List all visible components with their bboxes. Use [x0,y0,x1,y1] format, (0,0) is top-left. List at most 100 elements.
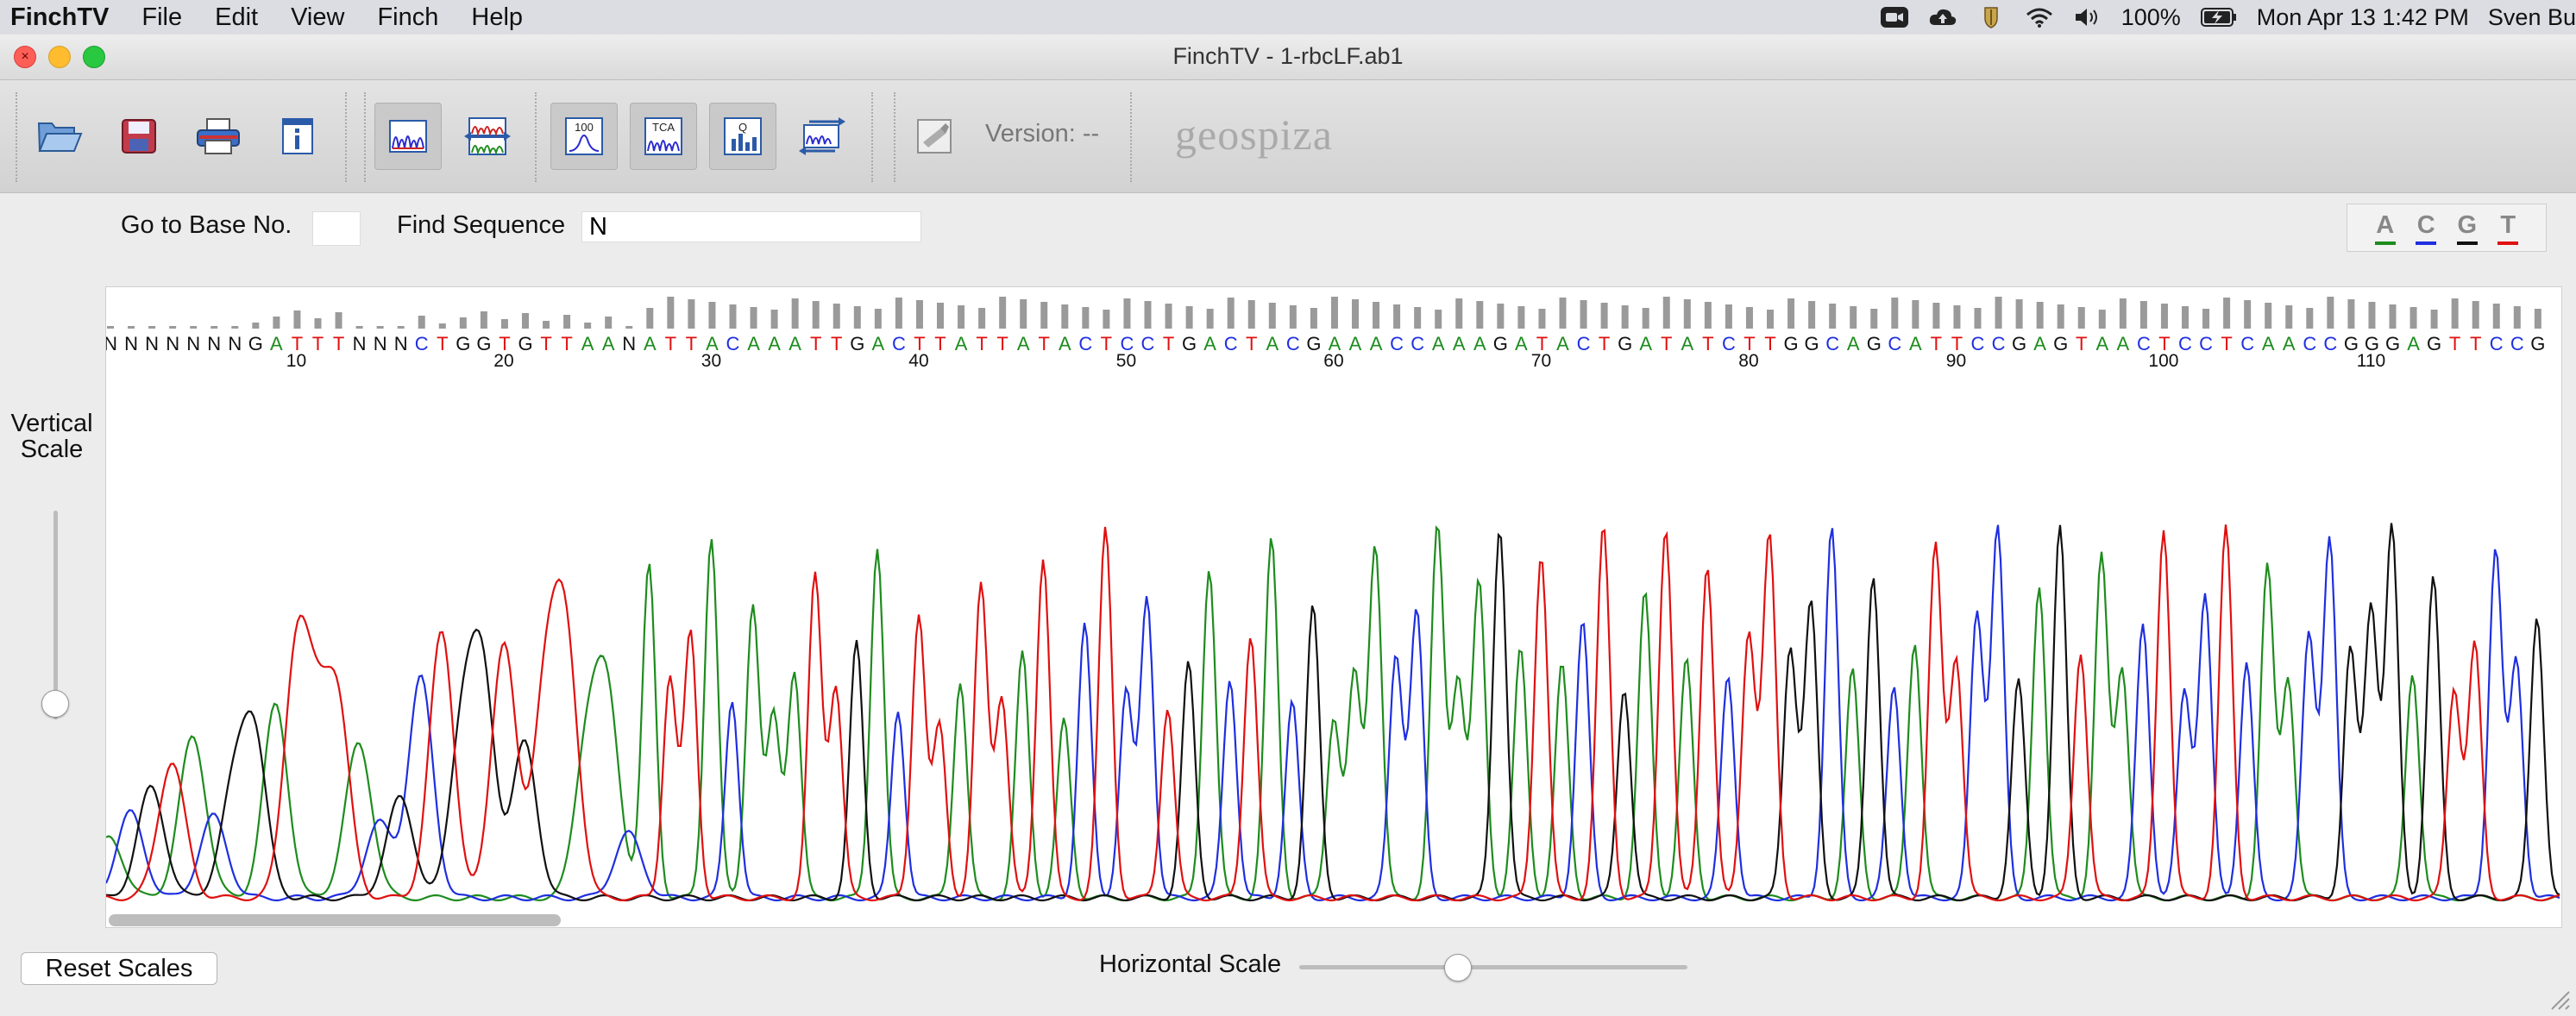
base-call: G [2530,333,2545,354]
base-call: G [1783,333,1798,354]
base-call: T [540,333,551,354]
quality-bar [128,326,135,329]
quality-bar [1829,304,1837,329]
find-sequence-label: Find Sequence [397,211,566,239]
quality-view-button[interactable]: 100 [550,103,618,170]
base-call: A [747,333,760,354]
horizontal-scale-slider-thumb[interactable] [1444,954,1472,982]
trace-horizontal-scrollbar[interactable] [109,914,561,926]
quality-bar [2368,302,2376,329]
menubar-clock[interactable]: Mon Apr 13 1:42 PM [2256,3,2469,30]
open-file-button[interactable] [26,103,93,170]
quality-bar [1435,310,1442,329]
base-call: C [1411,333,1424,354]
quality-100-icon: 100 [565,117,603,155]
quality-bar [1247,300,1255,329]
legend-t-letter: T [2500,210,2516,239]
quality-bar [1061,304,1069,329]
menubar-user[interactable]: Sven Bu [2487,3,2576,30]
base-call: G [1805,333,1819,354]
base-call: C [1141,333,1155,354]
base-call: T [2449,333,2460,354]
base-call: C [2323,333,2337,354]
base-call: A [644,333,657,354]
horizontal-scale-slider[interactable] [1299,965,1687,969]
quality-bar [853,306,861,329]
base-call: T [333,333,344,354]
blast-tool-button[interactable] [901,103,968,170]
vertical-scale-slider-thumb[interactable] [41,690,69,718]
legend-a-letter: A [2376,210,2395,239]
quality-bar [2513,306,2521,329]
legend-t[interactable]: T [2497,210,2519,245]
menu-app-finchtv[interactable]: FinchTV [10,3,110,31]
version-label: Version: -- [985,120,1100,147]
base-call: N [353,333,367,354]
base-call: A [1909,333,1922,354]
quality-bar [812,301,820,329]
base-call: A [2283,333,2296,354]
quality-bar [1414,307,1422,329]
window-titlebar[interactable]: × FinchTV - 1-rbcLF.ab1 [0,34,2576,80]
quality-bar [355,326,363,329]
reset-scales-button[interactable]: Reset Scales [21,952,217,985]
reverse-complement-button[interactable] [789,103,856,170]
vertical-scale-slider[interactable] [53,511,58,719]
quality-bar [1870,309,1878,329]
zoom-window-button[interactable] [83,46,105,68]
quality-bar [1020,299,1027,329]
base-call: C [2240,333,2254,354]
quality-bar [1082,307,1090,329]
go-to-base-input[interactable] [312,211,361,246]
quality-bar [832,304,840,329]
toolbar-separator [364,92,366,182]
quality-bars-button[interactable]: Q [709,103,776,170]
info-button[interactable] [264,103,331,170]
base-call: G [2012,333,2026,354]
multi-trace-view-button[interactable] [454,103,521,170]
quality-bar [1745,307,1753,329]
save-button[interactable] [105,103,173,170]
quality-bar [729,304,737,329]
base-call: A [706,333,719,354]
quality-bar [2430,310,2438,329]
quality-bar [2285,305,2293,329]
close-window-button[interactable]: × [14,46,36,68]
tca-button[interactable]: TCA [630,103,697,170]
shield-icon[interactable] [1976,6,2006,28]
menu-edit[interactable]: Edit [215,3,259,31]
quality-bar [584,323,592,329]
legend-a[interactable]: A [2374,210,2396,245]
quality-bar [2098,310,2106,329]
base-call: A [1681,333,1693,354]
base-call: G [2427,333,2441,354]
volume-icon[interactable] [2073,6,2102,28]
minimize-window-button[interactable] [48,46,71,68]
print-button[interactable] [185,103,252,170]
menu-help[interactable]: Help [471,3,524,31]
base-call: A [1473,333,1486,354]
quality-bar [2202,309,2210,329]
menu-file[interactable]: File [141,3,183,31]
cloud-upload-icon[interactable] [1928,6,1957,28]
battery-charging-icon[interactable] [2200,6,2238,28]
quality-bar [2139,301,2147,329]
base-call: G [1493,333,1508,354]
quality-bar [273,317,280,329]
find-sequence-input[interactable] [581,211,921,242]
menu-view[interactable]: View [291,3,345,31]
legend-c[interactable]: C [2416,211,2437,245]
single-trace-view-button[interactable] [374,103,442,170]
toolbar-separator [16,92,17,182]
wifi-icon[interactable] [2025,6,2054,28]
base-call: G [456,333,470,354]
quality-bar [522,313,529,329]
resize-grip-icon[interactable] [2548,988,2571,1011]
base-call: T [2158,333,2170,354]
base-call: T [996,333,1008,354]
zoom-video-icon[interactable] [1880,6,1909,28]
menu-finch[interactable]: Finch [377,3,439,31]
legend-g[interactable]: G [2456,211,2478,245]
